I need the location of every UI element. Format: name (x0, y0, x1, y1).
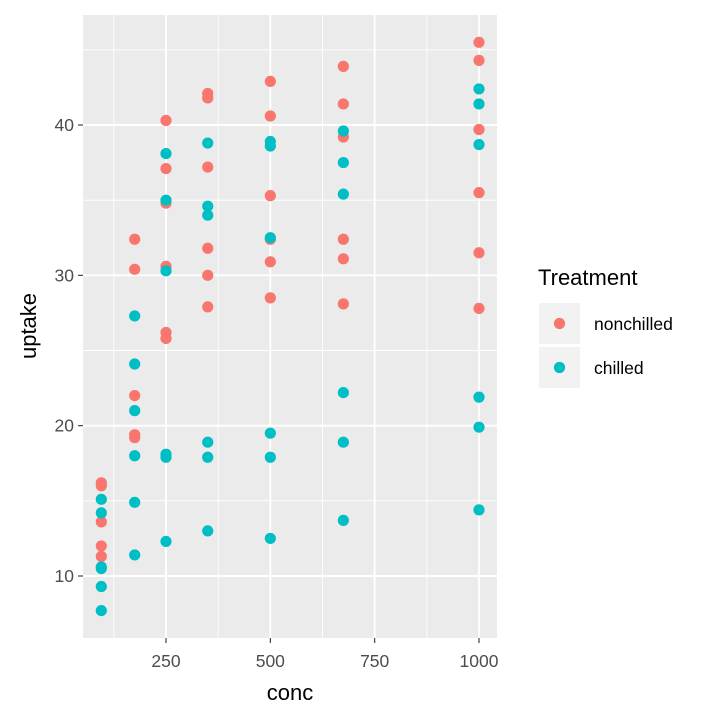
x-axis-ticks: 250 500 750 1000 (151, 638, 499, 671)
point-chilled (264, 532, 276, 545)
x-tick-label: 1000 (460, 651, 499, 671)
point-chilled (129, 549, 141, 561)
point-nonchilled (264, 256, 276, 268)
point-chilled (95, 580, 107, 593)
point-nonchilled (160, 114, 172, 127)
point-nonchilled (264, 292, 276, 304)
point-chilled (473, 98, 485, 110)
point-chilled (160, 451, 172, 463)
y-tick-label: 20 (55, 416, 75, 436)
legend-label-chilled: chilled (594, 358, 644, 378)
point-chilled (264, 451, 276, 463)
minor-gridlines (83, 15, 497, 638)
point-chilled (337, 188, 349, 200)
point-chilled (95, 507, 107, 519)
point-nonchilled (473, 36, 485, 48)
x-tick-label: 750 (360, 651, 389, 671)
point-chilled (202, 525, 214, 537)
point-chilled (337, 125, 349, 137)
point-nonchilled (337, 298, 349, 310)
point-nonchilled (473, 123, 485, 136)
legend: Treatment nonchilled chilled (538, 265, 673, 388)
point-nonchilled (473, 54, 485, 66)
point-chilled (337, 436, 349, 448)
point-chilled (473, 391, 485, 403)
point-chilled (202, 436, 214, 448)
data-points (95, 36, 485, 617)
point-nonchilled (337, 233, 349, 245)
y-tick-label: 40 (55, 115, 75, 135)
point-nonchilled (473, 247, 485, 259)
point-nonchilled (95, 550, 107, 563)
point-nonchilled (129, 263, 141, 275)
point-nonchilled (202, 161, 214, 173)
point-nonchilled (337, 253, 349, 265)
point-chilled (95, 493, 107, 505)
point-nonchilled (337, 98, 349, 110)
point-chilled (202, 209, 214, 221)
point-nonchilled (264, 75, 276, 88)
point-nonchilled (202, 269, 214, 281)
x-tick-label: 250 (151, 651, 180, 671)
point-chilled (337, 386, 349, 399)
point-chilled (202, 200, 214, 212)
point-chilled (264, 232, 276, 244)
point-chilled (473, 504, 485, 516)
point-nonchilled (129, 432, 141, 444)
point-chilled (129, 496, 141, 508)
point-chilled (160, 265, 172, 277)
plot-panel (83, 15, 497, 638)
point-nonchilled (95, 516, 107, 528)
legend-label-nonchilled: nonchilled (594, 314, 673, 334)
point-nonchilled (202, 242, 214, 254)
y-tick-label: 30 (55, 265, 75, 285)
point-chilled (473, 421, 485, 433)
point-nonchilled (473, 187, 485, 199)
point-chilled (337, 156, 349, 169)
point-chilled (473, 83, 485, 95)
x-tick-label: 500 (256, 651, 285, 671)
point-nonchilled (160, 332, 172, 345)
point-nonchilled (129, 390, 141, 402)
y-axis-ticks: 10 20 30 40 (55, 115, 83, 586)
point-chilled (202, 137, 214, 149)
point-chilled (264, 140, 276, 152)
point-chilled (95, 562, 107, 575)
point-chilled (160, 147, 172, 160)
point-nonchilled (95, 477, 107, 489)
point-chilled (337, 514, 349, 526)
y-tick-label: 10 (55, 566, 75, 586)
point-chilled (95, 604, 107, 617)
point-chilled (202, 451, 214, 463)
point-chilled (129, 450, 141, 462)
legend-swatch-chilled (553, 361, 566, 374)
point-chilled (160, 535, 172, 548)
point-nonchilled (264, 110, 276, 122)
point-chilled (129, 358, 141, 370)
point-chilled (129, 405, 141, 417)
point-chilled (264, 427, 276, 439)
point-chilled (473, 138, 485, 151)
point-nonchilled (129, 233, 141, 245)
point-nonchilled (337, 60, 349, 72)
y-axis-label: uptake (16, 293, 41, 359)
point-chilled (129, 310, 141, 322)
point-nonchilled (95, 540, 107, 552)
point-nonchilled (264, 190, 276, 202)
legend-swatch-nonchilled (553, 317, 566, 330)
point-nonchilled (202, 92, 214, 104)
point-chilled (160, 194, 172, 206)
legend-title: Treatment (538, 265, 637, 290)
point-nonchilled (202, 301, 214, 313)
x-axis-label: conc (267, 680, 313, 705)
point-nonchilled (160, 162, 172, 175)
legend-items: nonchilled chilled (539, 303, 673, 388)
point-nonchilled (473, 302, 485, 315)
